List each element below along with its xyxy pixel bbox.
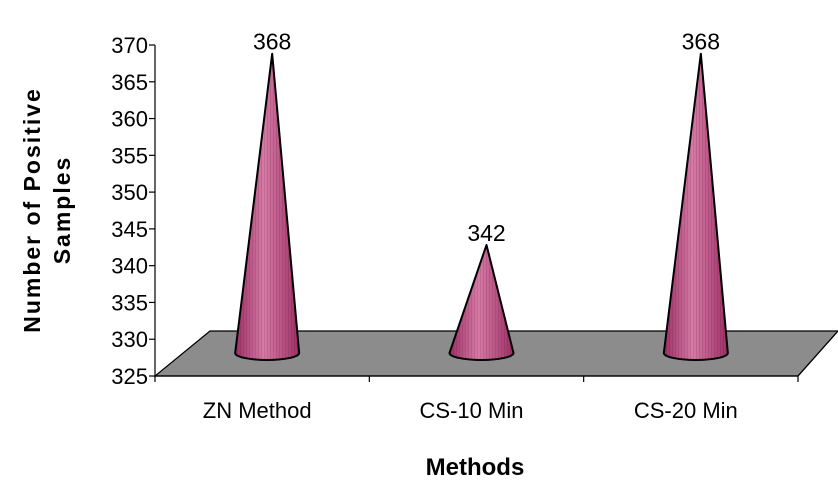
y-tick-label: 355 [111, 143, 148, 168]
cone-3 [662, 52, 729, 361]
x-axis-title: Methods [426, 454, 525, 481]
data-label-2: 342 [467, 220, 505, 246]
y-tick-label: 370 [111, 33, 148, 58]
cone-1 [234, 52, 301, 361]
y-tick-label: 350 [111, 180, 148, 205]
y-axis-title-line-2: Samples [49, 156, 75, 265]
y-tick-label: 330 [111, 327, 148, 352]
y-axis-title-line-1: Number of Positive [19, 87, 45, 333]
category-label-1: ZN Method [203, 398, 312, 423]
y-tick-label: 345 [111, 217, 148, 242]
cone-2 [448, 243, 515, 361]
x-ticks [154, 376, 799, 382]
y-tick-label: 340 [111, 254, 148, 279]
y-ticks: 325 330 335 340 345 350 355 360 365 370 [111, 33, 155, 389]
data-labels: 368 342 368 [253, 29, 720, 246]
y-tick-label: 325 [111, 364, 148, 389]
data-label-1: 368 [253, 29, 291, 55]
cones [234, 52, 729, 361]
y-tick-label: 335 [111, 290, 148, 315]
data-label-3: 368 [682, 29, 720, 55]
category-labels: ZN Method CS-10 Min CS-20 Min [203, 398, 738, 423]
category-label-2: CS-10 Min [420, 398, 524, 423]
y-tick-label: 365 [111, 70, 148, 95]
y-axis-title: Number of Positive Samples [19, 87, 75, 333]
category-label-3: CS-20 Min [634, 398, 738, 423]
y-tick-label: 360 [111, 107, 148, 132]
